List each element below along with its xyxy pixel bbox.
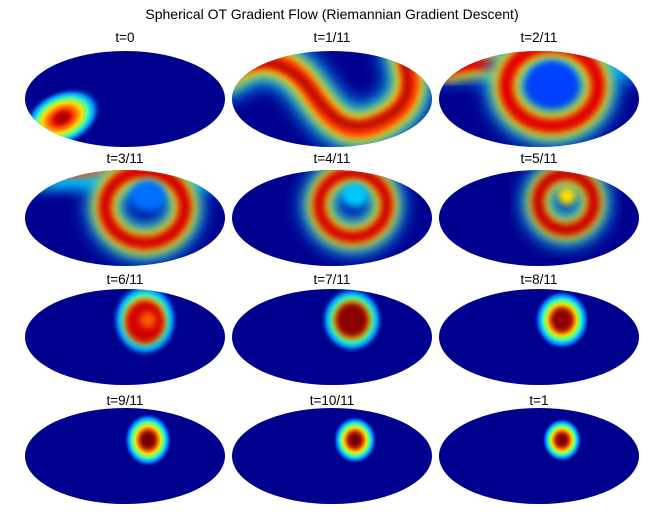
panel-label-0: t=0: [115, 30, 135, 45]
panel-label-7: t=7/11: [313, 272, 351, 287]
panel-label-5: t=5/11: [520, 151, 558, 166]
panel-label-8: t=8/11: [520, 272, 558, 287]
density-map-10: [232, 408, 432, 504]
density-map-11: [439, 408, 639, 504]
panel-label-10: t=10/11: [309, 393, 355, 408]
density-map-8: [439, 289, 639, 385]
density-map-3: [25, 170, 225, 266]
panel-label-1: t=1/11: [313, 30, 351, 45]
density-map-4: [232, 170, 432, 266]
density-map-2: [439, 51, 639, 147]
density-map-0: [25, 51, 225, 147]
panel-label-2: t=2/11: [520, 30, 558, 45]
panel-label-3: t=3/11: [106, 151, 144, 166]
panel-label-9: t=9/11: [106, 393, 144, 408]
density-map-5: [439, 170, 639, 266]
density-map-9: [25, 408, 225, 504]
panel-label-6: t=6/11: [106, 272, 144, 287]
density-map-7: [232, 289, 432, 385]
figure-title: Spherical OT Gradient Flow (Riemannian G…: [145, 6, 519, 22]
density-map-6: [25, 289, 225, 385]
panel-label-11: t=1: [529, 393, 549, 408]
panel-label-4: t=4/11: [313, 151, 351, 166]
density-map-1: [232, 51, 432, 147]
